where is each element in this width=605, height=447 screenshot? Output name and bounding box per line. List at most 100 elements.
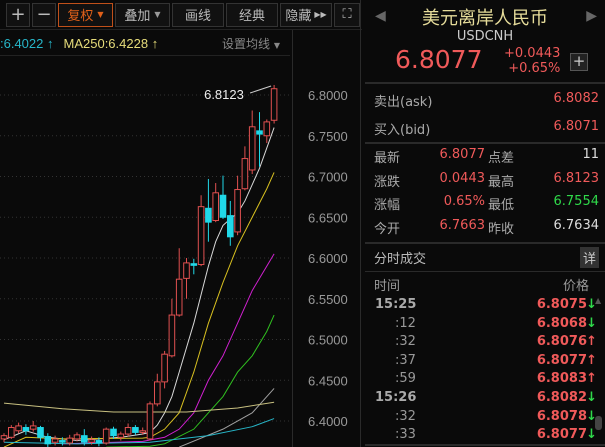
- candle-body: [44, 435, 52, 445]
- axis-divider: [292, 30, 293, 447]
- ma-line-ma250: [3, 401, 275, 413]
- candle-body: [219, 194, 227, 218]
- candle-body: [263, 121, 271, 137]
- overlay-label: 叠加: [124, 9, 151, 24]
- tick-row: :32 6.8078 ↓: [365, 409, 597, 427]
- arrow-down-icon: ↓: [586, 297, 597, 312]
- stat-label: 点差: [488, 151, 515, 166]
- chart-panel: + − 复权 ▼ 叠加 ▼ 画线 经典 隐藏 ▶▶ ⛶ :6.4022 ↑ MA250…: [0, 0, 362, 447]
- ma-settings-dropdown[interactable]: 设置均线 ▼: [222, 37, 280, 51]
- candle-body: [146, 403, 154, 440]
- chart-toolbar: + − 复权 ▼ 叠加 ▼ 画线 经典 隐藏 ▶▶ ⛶: [0, 0, 362, 30]
- candle-body: [88, 439, 95, 443]
- high-annotation: 6.8123: [204, 87, 244, 102]
- expand-icon[interactable]: ⛶: [334, 2, 360, 27]
- ticks-header: 分时成交详: [365, 247, 605, 270]
- tick-price: 6.8076: [536, 334, 587, 350]
- y-axis-label: 6.4500: [308, 373, 348, 388]
- candle-body: [8, 427, 15, 438]
- tick-time: :32: [395, 408, 416, 424]
- caret-down-icon: ▼: [154, 10, 161, 19]
- candle-body: [102, 428, 110, 444]
- ma-line-ma20: [62, 253, 275, 445]
- y-axis-label: 6.7000: [308, 170, 348, 185]
- candle-body: [248, 126, 256, 171]
- tick-row: 15:25 6.8075 ↓: [365, 297, 597, 315]
- y-axis-label: 6.7500: [308, 129, 348, 144]
- tick-row: :37 6.8077 ↑: [365, 353, 597, 371]
- candle-body: [227, 215, 234, 238]
- scroll-up-icon: ▲: [595, 296, 602, 305]
- stat-value: 11: [582, 147, 599, 162]
- price-change: +0.0443 +0.65%: [504, 46, 561, 76]
- divider: [365, 444, 605, 446]
- detail-button[interactable]: 详: [579, 247, 599, 268]
- divider: [365, 82, 605, 84]
- stat-label: 最新: [374, 151, 401, 166]
- next-instrument-icon[interactable]: ▶: [586, 8, 597, 24]
- stat-label: 最低: [488, 198, 515, 213]
- ma-line-ma120: [3, 418, 275, 445]
- tick-time: :59: [395, 371, 416, 387]
- candle-body: [15, 425, 22, 432]
- instrument-title: 美元离岸人民币: [422, 8, 548, 29]
- stat-label: 今开: [374, 221, 401, 237]
- stat-value: 0.65%: [443, 194, 485, 209]
- candle-body: [59, 440, 66, 443]
- fuquan-label: 复权: [67, 9, 94, 24]
- hide-button[interactable]: 隐藏 ▶▶: [280, 2, 332, 27]
- tick-time: 15:25: [375, 297, 417, 312]
- prev-instrument-icon[interactable]: ◀: [375, 8, 386, 24]
- candle-body: [154, 381, 161, 405]
- candle-body: [270, 88, 278, 121]
- y-axis-label: 6.6500: [308, 210, 348, 225]
- tick-row: :59 6.8083 ↑: [365, 371, 597, 389]
- ma250-value: MA250:6.4228 ↑: [63, 36, 159, 51]
- tick-time: :37: [395, 352, 416, 368]
- panel-divider[interactable]: [360, 0, 361, 447]
- arrow-down-icon: ↓: [586, 408, 597, 424]
- quote-panel: 美元离岸人民币 ◀ ▶ USDCNH 6.8077 +0.0443 +0.65% …: [365, 0, 605, 447]
- candle-body: [139, 430, 146, 433]
- hide-label: 隐藏: [285, 9, 312, 24]
- caret-down-icon: ▼: [273, 41, 280, 50]
- candle-body: [81, 435, 88, 443]
- tick-row: :12 6.8068 ↓: [365, 316, 597, 334]
- ma-line-ma60: [179, 388, 275, 447]
- classic-button[interactable]: 经典: [226, 2, 278, 27]
- y-axis-label: 6.4000: [308, 414, 348, 429]
- divider: [365, 242, 605, 244]
- tick-price: 6.8068: [536, 315, 587, 331]
- ticks-scrollbar[interactable]: ▲: [595, 296, 603, 441]
- add-watchlist-button[interactable]: +: [570, 53, 588, 71]
- stat-value: 6.7634: [553, 217, 600, 233]
- draw-line-button[interactable]: 画线: [172, 2, 224, 27]
- candle-body: [197, 206, 205, 266]
- candle-body: [124, 427, 132, 435]
- ma120-value: :6.4022 ↑: [0, 36, 54, 51]
- candle-body: [161, 353, 168, 383]
- stat-label: 最高: [488, 174, 515, 190]
- y-axis-label: 6.5000: [308, 333, 348, 348]
- zoom-out-button[interactable]: −: [32, 2, 56, 27]
- y-axis-label: 6.6000: [308, 251, 348, 266]
- candle-body: [234, 189, 241, 233]
- stat-label: 涨幅: [374, 198, 401, 213]
- tick-time: :12: [395, 315, 416, 331]
- candle-body: [132, 427, 139, 433]
- arrow-up-icon: ↑: [586, 352, 597, 368]
- candle-body: [168, 314, 176, 357]
- arrow-up-icon: ↑: [586, 371, 597, 387]
- divider: [365, 271, 605, 272]
- zoom-in-button[interactable]: +: [6, 2, 30, 27]
- stat-value: 6.7663: [439, 217, 486, 233]
- y-axis-label: 6.5500: [308, 292, 348, 307]
- stat-value: 6.8123: [553, 170, 600, 186]
- candle-body: [95, 440, 103, 444]
- overlay-dropdown[interactable]: 叠加 ▼: [115, 2, 170, 27]
- fuquan-dropdown[interactable]: 复权 ▼: [58, 2, 113, 27]
- stat-value: 6.8077: [439, 147, 486, 162]
- ma-line-ma5: [3, 127, 275, 442]
- candle-body: [110, 428, 117, 437]
- candlestick-chart[interactable]: 6.8000 6.7500 6.7000 6.6500 6.6000 6.5500 6.50…: [0, 56, 362, 447]
